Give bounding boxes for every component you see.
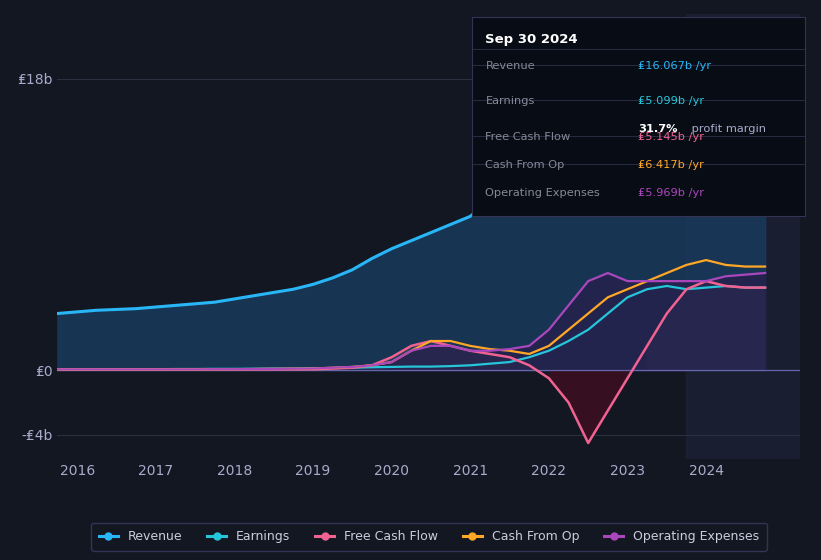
Text: Free Cash Flow: Free Cash Flow [485, 132, 571, 142]
Text: ₤16.067b /yr: ₤16.067b /yr [639, 60, 712, 71]
Text: ₤5.145b /yr: ₤5.145b /yr [639, 132, 704, 142]
Text: Sep 30 2024: Sep 30 2024 [485, 32, 578, 46]
Text: ₤6.417b /yr: ₤6.417b /yr [639, 160, 704, 170]
Text: Earnings: Earnings [485, 96, 534, 106]
Legend: Revenue, Earnings, Free Cash Flow, Cash From Op, Operating Expenses: Revenue, Earnings, Free Cash Flow, Cash … [91, 523, 767, 551]
Text: Revenue: Revenue [485, 60, 535, 71]
Bar [686, 14, 800, 459]
Text: profit margin: profit margin [688, 124, 766, 134]
Text: 31.7%: 31.7% [639, 124, 678, 134]
Text: ₤5.969b /yr: ₤5.969b /yr [639, 188, 704, 198]
Text: Cash From Op: Cash From Op [485, 160, 565, 170]
Text: Operating Expenses: Operating Expenses [485, 188, 600, 198]
Text: ₤5.099b /yr: ₤5.099b /yr [639, 96, 704, 106]
